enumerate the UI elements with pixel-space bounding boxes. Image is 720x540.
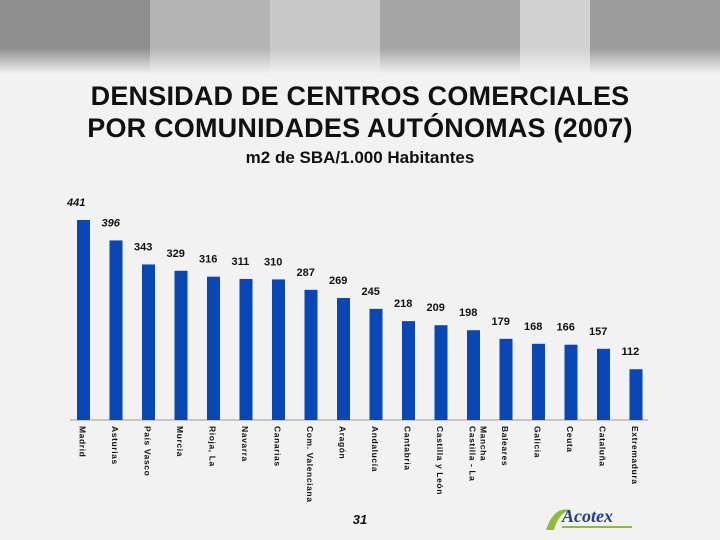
bar	[272, 279, 285, 420]
data-label: 179	[492, 316, 510, 328]
category-label: Aragón	[338, 426, 348, 459]
bar	[239, 278, 253, 420]
category-label: Ceuta	[565, 426, 575, 453]
data-label: 198	[459, 307, 477, 319]
category-label: Canarias	[273, 426, 283, 467]
category-label: Andalucía	[370, 426, 380, 472]
data-label: 311	[232, 256, 250, 268]
category-label: Asturias	[110, 426, 120, 465]
bar	[77, 220, 90, 420]
bar	[174, 270, 188, 420]
category-label: Baleares	[500, 426, 510, 466]
bar	[207, 276, 220, 420]
data-label: 157	[589, 326, 607, 338]
data-label: 343	[134, 241, 152, 253]
bar	[142, 264, 155, 420]
logo-wordmark: Acotex	[561, 506, 613, 526]
logo-swoosh	[546, 509, 570, 530]
title-line-1: DENSIDAD DE CENTROS COMERCIALES	[90, 81, 630, 111]
data-label: 168	[524, 321, 542, 333]
data-label: 441	[66, 197, 85, 209]
data-label: 112	[622, 346, 640, 358]
data-label: 316	[199, 254, 217, 266]
category-label: Cataluña	[598, 426, 608, 467]
bar	[369, 308, 383, 420]
data-label: 310	[264, 256, 282, 268]
bar	[434, 325, 448, 420]
chart-subtitle: m2 de SBA/1.000 Habitantes	[245, 148, 475, 167]
page-title: DENSIDAD DE CENTROS COMERCIALES POR COMU…	[0, 80, 720, 144]
category-label: Cantabria	[403, 426, 413, 471]
category-label: Mancha	[479, 426, 489, 461]
data-label: 269	[329, 275, 347, 287]
category-label: Castilla y León	[435, 426, 445, 495]
acotex-logo: Acotex	[546, 506, 632, 530]
category-label: País Vasco	[143, 426, 153, 476]
title-line-2: POR COMUNIDADES AUTÓNOMAS (2007)	[87, 113, 633, 143]
bar	[597, 348, 610, 420]
bar	[467, 330, 480, 420]
category-label: Castilla - La	[468, 426, 478, 482]
data-label: 209	[427, 302, 445, 314]
bar	[532, 343, 545, 420]
category-label: Galicia	[533, 426, 543, 458]
bar	[402, 321, 415, 420]
data-label: 329	[167, 248, 185, 260]
page-number: 31	[352, 512, 368, 527]
data-label: 245	[362, 286, 380, 298]
data-label: 218	[394, 298, 412, 310]
category-label: Com. Valenciana	[305, 426, 315, 503]
header-photo-strip	[0, 0, 720, 74]
data-label: 396	[102, 217, 121, 229]
category-label: Navarra	[240, 426, 250, 462]
bar	[564, 344, 578, 420]
bar	[337, 298, 350, 420]
category-label: Rioja, La	[208, 426, 218, 467]
data-label: 287	[297, 267, 315, 279]
bar	[304, 289, 318, 420]
category-label: Madrid	[78, 426, 88, 457]
bar	[629, 369, 643, 420]
logo-underline	[562, 526, 632, 528]
bar	[499, 338, 513, 420]
bar	[109, 240, 123, 420]
category-label: Extremadura	[630, 426, 640, 485]
category-label: Murcia	[175, 426, 185, 457]
data-label: 166	[557, 322, 575, 334]
